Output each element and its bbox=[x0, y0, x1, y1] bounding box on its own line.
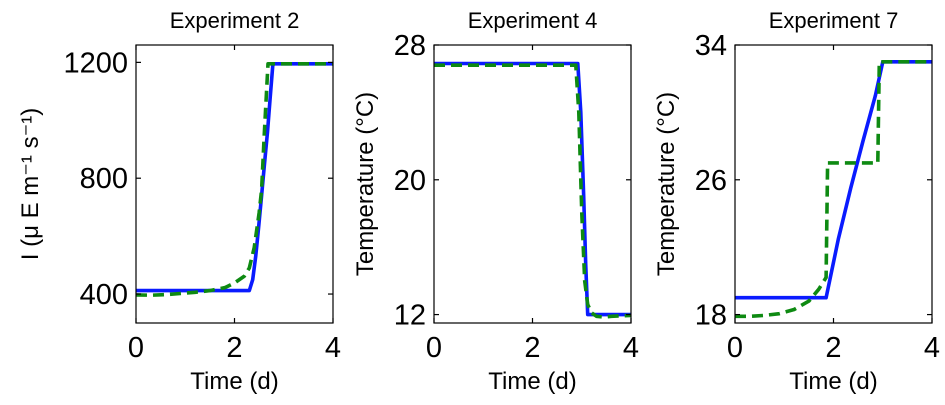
x-tick-label: 2 bbox=[825, 332, 841, 364]
dashed-series-line bbox=[735, 59, 932, 319]
x-tick-label: 0 bbox=[426, 332, 442, 364]
panel-3: Experiment 7 0 2 4 18 26 34 Time (d) Temperature… bbox=[653, 8, 940, 395]
x-tick-label: 0 bbox=[128, 332, 144, 364]
plot-frame bbox=[433, 44, 632, 324]
x-axis-label: Time (d) bbox=[789, 368, 877, 395]
x-tick-label: 4 bbox=[623, 332, 639, 364]
panel-title: Experiment 4 bbox=[468, 8, 598, 33]
x-axis-label: Time (d) bbox=[190, 368, 278, 395]
x-tick-label: 4 bbox=[325, 332, 341, 364]
panel-2: Experiment 4 0 2 4 12 20 28 Time (d) Temperature… bbox=[352, 8, 639, 395]
x-tick-label: 2 bbox=[226, 332, 242, 364]
y-tick-label: 800 bbox=[80, 163, 128, 195]
y-tick-label: 18 bbox=[695, 300, 727, 332]
x-tick-label: 0 bbox=[727, 332, 743, 364]
y-tick-label: 28 bbox=[394, 30, 426, 62]
x-tick-label: 2 bbox=[524, 332, 540, 364]
y-tick-label: 26 bbox=[695, 165, 727, 197]
dashed-series-line bbox=[434, 63, 631, 319]
solid-series-line bbox=[735, 59, 932, 300]
dashed-series-line bbox=[136, 61, 333, 298]
y-axis-label: I (μ E m⁻¹ s⁻¹) bbox=[17, 108, 44, 260]
y-tick-label: 1200 bbox=[63, 47, 128, 79]
panel-1: Experiment 2 0 2 4 400 800 1200 Time (d) I (μ E … bbox=[17, 8, 341, 395]
y-axis-label: Temperature (°C) bbox=[352, 92, 379, 276]
y-axis-label: Temperature (°C) bbox=[653, 92, 680, 276]
x-axis-label: Time (d) bbox=[488, 368, 576, 395]
y-tick-label: 12 bbox=[394, 300, 426, 332]
y-tick-label: 34 bbox=[695, 30, 727, 62]
panel-title: Experiment 2 bbox=[170, 8, 300, 33]
y-tick-label: 400 bbox=[80, 279, 128, 311]
plot-frame bbox=[135, 44, 334, 324]
x-tick-label: 4 bbox=[924, 332, 940, 364]
plot-frame bbox=[734, 44, 933, 324]
y-tick-label: 20 bbox=[394, 165, 426, 197]
solid-series-line bbox=[136, 61, 333, 293]
solid-series-line bbox=[434, 61, 631, 317]
panel-title: Experiment 7 bbox=[769, 8, 899, 33]
